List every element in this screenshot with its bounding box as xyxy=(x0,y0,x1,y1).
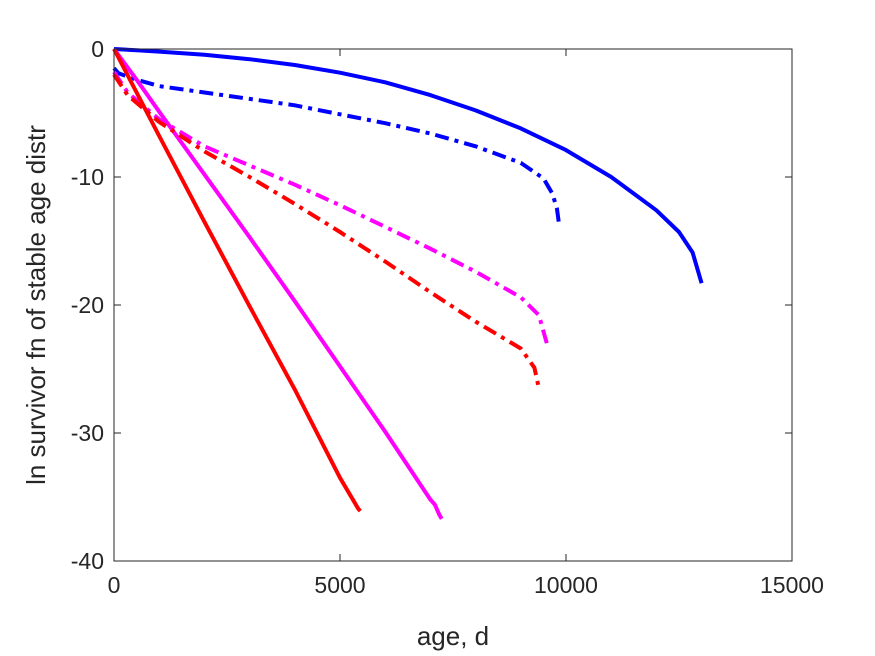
series-line-3 xyxy=(112,47,444,520)
x-tick-label: 0 xyxy=(108,572,121,598)
tick-labels-layer: 0 5000 10000 15000 -40 -30 -20 -10 0 xyxy=(71,36,824,598)
y-tick-label: -20 xyxy=(71,292,104,318)
ticks-layer xyxy=(113,48,793,562)
y-axis-label: ln survivor fn of stable age distr xyxy=(21,125,51,485)
x-tick-label: 10000 xyxy=(534,572,598,598)
series-layer xyxy=(112,47,704,520)
x-tick-label: 5000 xyxy=(314,572,365,598)
series-line-1 xyxy=(113,47,704,284)
x-axis-label: age, d xyxy=(417,621,489,651)
y-tick-label: 0 xyxy=(91,36,104,62)
y-tick-label: -40 xyxy=(71,548,104,574)
x-tick-label: 15000 xyxy=(760,572,824,598)
series-line-5 xyxy=(112,48,362,513)
series-line-6 xyxy=(112,73,541,389)
series-line-2 xyxy=(112,66,562,226)
y-tick-label: -10 xyxy=(71,164,104,190)
y-tick-label: -30 xyxy=(71,420,104,446)
